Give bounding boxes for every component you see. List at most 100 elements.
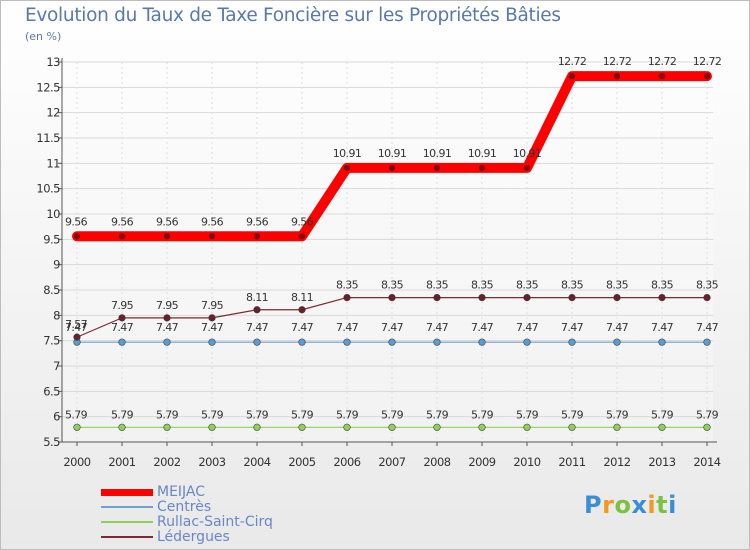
x-tick-label: 2013 — [648, 455, 675, 469]
data-point-meijac — [163, 233, 171, 240]
data-point-rullac — [388, 423, 396, 431]
data-label-ledergues: 8.35 — [606, 279, 629, 292]
data-label-rullac: 5.79 — [471, 408, 494, 421]
brand-letter: r — [602, 491, 615, 519]
data-point-centres — [298, 338, 306, 346]
data-label-meijac: 10.91 — [513, 147, 542, 160]
chart-subtitle: (en %) — [25, 30, 62, 43]
data-label-ledergues: 8.35 — [651, 279, 674, 292]
data-label-rullac: 5.79 — [606, 408, 629, 421]
brand-letter: x — [631, 491, 648, 519]
data-label-centres: 7.47 — [471, 321, 494, 334]
legend-item-centres: Centrès — [101, 499, 361, 515]
data-point-ledergues — [253, 306, 261, 314]
data-label-ledergues: 7.57 — [65, 318, 88, 331]
brand-letter: P — [584, 491, 603, 519]
data-point-ledergues — [388, 294, 396, 302]
data-point-rullac — [163, 423, 171, 431]
data-label-centres: 7.47 — [336, 321, 359, 334]
y-tick-label: 7.5 — [43, 334, 60, 348]
data-point-centres — [658, 338, 666, 346]
data-point-meijac — [568, 72, 576, 80]
data-label-meijac: 10.91 — [423, 147, 452, 160]
data-point-ledergues — [73, 333, 81, 341]
y-tick-label: 11 — [46, 156, 60, 170]
data-label-meijac: 9.56 — [246, 215, 269, 228]
y-tick-label: 12 — [46, 106, 60, 120]
data-point-rullac — [523, 423, 531, 431]
data-point-meijac — [478, 164, 486, 172]
brand-logo: Proxiti — [584, 491, 677, 519]
legend: MEIJAC Centrès Rullac-Saint-Cirq Lédergu… — [101, 484, 361, 545]
data-label-meijac: 10.91 — [378, 147, 407, 160]
data-label-rullac: 5.79 — [651, 408, 674, 421]
legend-swatch-ledergues — [101, 536, 153, 538]
x-tick-label: 2000 — [63, 455, 90, 469]
data-label-meijac: 9.56 — [65, 215, 88, 228]
data-point-ledergues — [568, 294, 576, 302]
data-point-rullac — [343, 423, 351, 431]
legend-label-meijac: MEIJAC — [157, 484, 206, 500]
data-point-rullac — [613, 423, 621, 431]
data-point-meijac — [613, 72, 621, 80]
data-point-meijac — [253, 233, 261, 240]
data-label-rullac: 5.79 — [156, 408, 179, 421]
y-tick-label: 6.5 — [43, 384, 60, 398]
data-label-meijac: 12.72 — [693, 55, 722, 68]
data-point-centres — [613, 338, 621, 346]
data-label-centres: 7.47 — [561, 321, 584, 334]
data-point-meijac — [388, 164, 396, 172]
data-point-rullac — [658, 423, 666, 431]
data-label-ledergues: 8.35 — [471, 279, 494, 292]
x-tick-label: 2012 — [603, 455, 630, 469]
data-point-centres — [568, 338, 576, 346]
data-label-centres: 7.47 — [381, 321, 404, 334]
brand-letter: i — [647, 491, 657, 519]
y-tick-label: 9.5 — [43, 232, 60, 246]
y-tick-label: 8.5 — [43, 283, 60, 297]
data-label-centres: 7.47 — [606, 321, 629, 334]
data-point-centres — [253, 338, 261, 346]
data-label-meijac: 9.56 — [156, 215, 179, 228]
x-tick-label: 2001 — [108, 455, 135, 469]
legend-label-centres: Centrès — [157, 499, 212, 515]
y-tick-label: 6 — [53, 410, 60, 424]
plot-area — [62, 62, 713, 442]
data-point-centres — [208, 338, 216, 346]
data-point-rullac — [253, 423, 261, 431]
data-label-ledergues: 8.35 — [381, 279, 404, 292]
data-point-meijac — [73, 233, 81, 240]
data-label-meijac: 12.72 — [558, 55, 587, 68]
x-tick-label: 2006 — [333, 455, 360, 469]
data-point-meijac — [118, 233, 126, 240]
data-label-rullac: 5.79 — [426, 408, 449, 421]
data-label-meijac: 9.56 — [111, 215, 134, 228]
data-label-centres: 7.47 — [156, 321, 179, 334]
legend-label-ledergues: Lédergues — [157, 529, 230, 545]
data-point-centres — [388, 338, 396, 346]
data-point-rullac — [118, 423, 126, 431]
legend-swatch-meijac — [101, 489, 153, 496]
data-point-meijac — [703, 72, 711, 80]
y-tick-label: 13 — [46, 55, 60, 69]
data-label-ledergues: 7.95 — [156, 299, 179, 312]
data-point-rullac — [568, 423, 576, 431]
data-label-meijac: 12.72 — [648, 55, 677, 68]
data-point-ledergues — [208, 314, 216, 322]
data-label-ledergues: 7.95 — [201, 299, 224, 312]
data-point-meijac — [523, 164, 531, 172]
data-label-rullac: 5.79 — [516, 408, 539, 421]
data-label-rullac: 5.79 — [201, 408, 224, 421]
y-tick-label: 10.5 — [36, 182, 60, 196]
data-point-rullac — [73, 423, 81, 431]
data-point-ledergues — [298, 306, 306, 314]
x-tick-label: 2011 — [558, 455, 585, 469]
data-point-rullac — [478, 423, 486, 431]
x-tick-label: 2002 — [153, 455, 180, 469]
x-tick-label: 2005 — [288, 455, 315, 469]
data-label-meijac: 10.91 — [468, 147, 497, 160]
data-point-centres — [118, 338, 126, 346]
brand-letter: i — [668, 491, 677, 519]
x-tick-label: 2014 — [693, 455, 720, 469]
